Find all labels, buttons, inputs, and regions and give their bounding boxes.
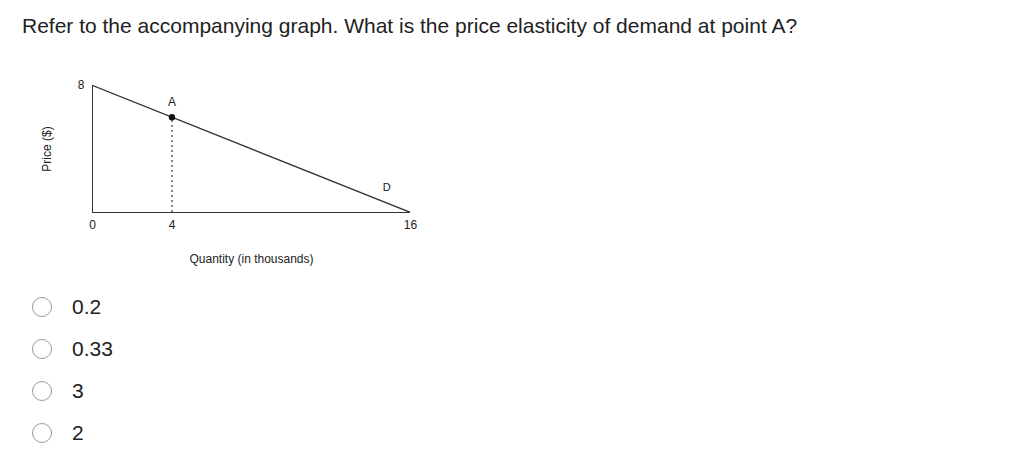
html-text:3: 3 <box>72 379 84 402</box>
html-text:Refer to the accompanying grap: Refer to the accompanying graph. What is… <box>22 14 798 37</box>
svg-text:0: 0 <box>89 218 96 232</box>
svg-text:D: D <box>383 181 391 193</box>
html-text:0.33: 0.33 <box>72 337 113 360</box>
html-text:2: 2 <box>72 421 84 444</box>
svg-text:Price ($): Price ($) <box>40 126 54 171</box>
svg-text:Quantity (in thousands): Quantity (in thousands) <box>189 252 313 266</box>
svg-text:4: 4 <box>169 218 176 232</box>
svg-text:8: 8 <box>78 78 85 92</box>
html-text:0.2: 0.2 <box>72 295 102 318</box>
svg-text:16: 16 <box>404 218 418 232</box>
svg-text:A: A <box>168 95 176 109</box>
